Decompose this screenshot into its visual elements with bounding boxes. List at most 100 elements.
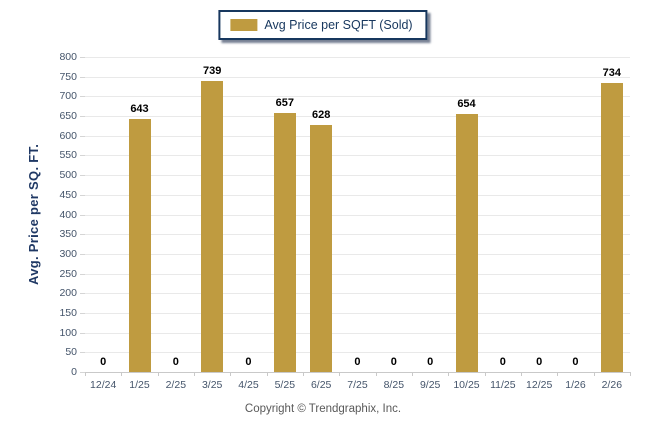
y-tick-mark — [80, 312, 85, 314]
y-tick-label: 150 — [59, 306, 77, 319]
x-tick-label: 5/25 — [274, 379, 296, 391]
bar-value-label: 628 — [311, 108, 331, 121]
bar-value-label: 654 — [457, 98, 476, 111]
bar-value-label: 0 — [536, 356, 543, 368]
x-tick-label: 3/25 — [201, 379, 223, 391]
y-tick-mark — [80, 76, 85, 78]
bar-value-label: 0 — [427, 356, 434, 368]
x-tick-label: 12/24 — [90, 379, 117, 391]
gridline — [85, 273, 630, 275]
x-tick-mark — [375, 372, 377, 376]
y-tick-mark — [80, 234, 85, 236]
y-tick-label: 0 — [71, 366, 77, 378]
x-tick-label: 6/25 — [310, 379, 332, 391]
y-tick-label: 550 — [59, 149, 77, 162]
bar-value-label: 0 — [172, 356, 179, 368]
bar-value-label: 734 — [602, 66, 621, 79]
y-tick-mark — [80, 332, 85, 334]
x-tick-mark — [230, 372, 232, 376]
x-axis-line — [85, 372, 630, 373]
x-tick-label: 2/26 — [601, 379, 623, 391]
y-tick-label: 650 — [59, 110, 77, 123]
x-tick-mark — [157, 372, 159, 376]
legend-label: Avg Price per SQFT (Sold) — [264, 18, 413, 32]
y-tick-mark — [80, 116, 85, 118]
gridline — [85, 116, 630, 118]
y-tick-label: 100 — [59, 326, 77, 339]
x-tick-label: 1/26 — [565, 379, 586, 391]
y-tick-label: 200 — [59, 287, 77, 300]
bar-value-label: 643 — [130, 102, 149, 115]
y-tick-label: 600 — [59, 129, 77, 142]
x-tick-label: 4/25 — [238, 379, 259, 391]
gridline — [85, 57, 630, 58]
x-tick-mark — [339, 372, 341, 376]
bar — [600, 82, 623, 372]
gridline — [85, 194, 630, 196]
y-tick-mark — [80, 194, 85, 196]
bar — [455, 114, 478, 372]
gridline — [85, 214, 630, 216]
x-tick-label: 11/25 — [490, 379, 516, 391]
bar — [201, 81, 224, 372]
bar-value-label: 739 — [202, 65, 222, 78]
gridline — [85, 312, 630, 314]
x-tick-label: 12/25 — [526, 379, 553, 391]
y-tick-mark — [80, 253, 85, 255]
y-tick-label: 400 — [59, 208, 77, 221]
plot-area: 0 50 100 150 200 250 300 350 400 450 500 550 600 650 7… — [59, 51, 631, 391]
x-tick-mark — [194, 372, 195, 376]
gridline — [85, 352, 630, 354]
y-tick-label: 750 — [59, 70, 77, 83]
y-tick-label: 300 — [59, 247, 77, 260]
y-tick-mark — [80, 273, 85, 275]
gridline — [85, 253, 630, 255]
x-tick-label: 7/25 — [347, 379, 368, 391]
copyright-text: Copyright © Trendgraphix, Inc. — [244, 403, 402, 415]
x-tick-mark — [521, 372, 522, 376]
gridline — [85, 293, 630, 295]
bar-value-label: 0 — [245, 356, 252, 368]
y-tick-mark — [80, 352, 85, 354]
y-tick-mark — [80, 135, 85, 137]
y-tick-mark — [80, 96, 85, 98]
chart-legend: Avg Price per SQFT (Sold) — [218, 10, 428, 40]
x-tick-mark — [266, 372, 268, 376]
y-tick-label: 700 — [59, 90, 77, 103]
y-tick-label: 50 — [65, 346, 77, 359]
bar-value-label: 0 — [572, 356, 579, 368]
bar — [273, 113, 296, 372]
bar — [128, 118, 151, 372]
x-tick-mark — [557, 372, 559, 376]
y-tick-label: 250 — [59, 267, 77, 280]
x-tick-mark — [303, 372, 304, 376]
y-tick-mark — [80, 214, 85, 216]
x-tick-label: 10/25 — [453, 379, 480, 391]
gridline — [85, 332, 630, 334]
y-tick-mark — [80, 57, 85, 58]
x-tick-mark — [412, 372, 413, 376]
x-tick-label: 8/25 — [383, 379, 405, 391]
x-tick-mark — [484, 372, 486, 376]
x-tick-mark — [630, 372, 631, 376]
gridline — [85, 234, 630, 236]
bar-value-label: 657 — [275, 97, 294, 110]
bar-value-label: 0 — [100, 356, 107, 368]
x-tick-mark — [121, 372, 123, 376]
x-tick-label: 9/25 — [419, 379, 441, 391]
y-tick-mark — [80, 155, 85, 157]
x-tick-label: 1/25 — [129, 379, 150, 391]
x-tick-mark — [593, 372, 595, 376]
y-tick-mark — [80, 293, 85, 295]
x-tick-label: 2/25 — [165, 379, 187, 391]
y-tick-mark — [80, 175, 85, 177]
bar-value-label: 0 — [354, 356, 361, 368]
gridline — [85, 155, 630, 157]
x-tick-mark — [85, 372, 86, 376]
y-tick-label: 450 — [59, 188, 77, 201]
bar-value-label: 0 — [390, 356, 397, 368]
y-tick-label: 500 — [59, 169, 77, 182]
bar-value-label: 0 — [499, 356, 506, 368]
y-tick-mark — [80, 372, 85, 373]
